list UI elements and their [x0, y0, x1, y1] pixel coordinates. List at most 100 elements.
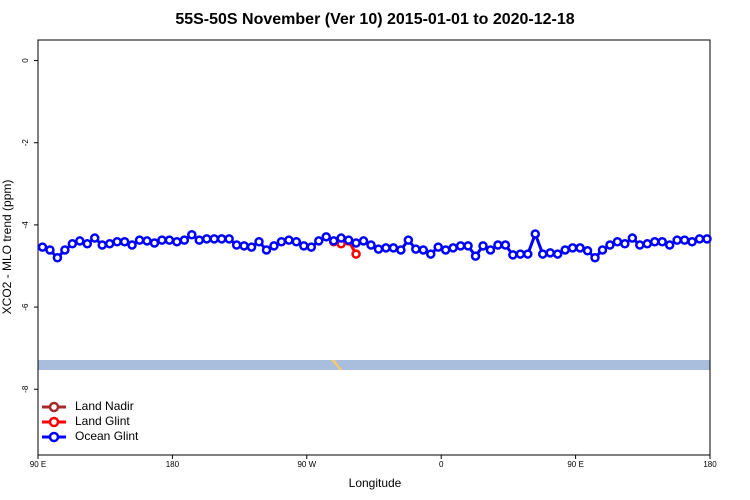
y-axis-label: XCO2 - MLO trend (ppm) [0, 180, 14, 315]
data-point [224, 234, 234, 244]
legend-label: Land Nadir [75, 399, 134, 413]
data-point [52, 253, 63, 263]
data-point [127, 240, 137, 250]
data-point [321, 232, 331, 242]
data-point [411, 244, 421, 254]
data-point [149, 238, 160, 248]
data-point [567, 243, 578, 253]
data-point [306, 242, 317, 252]
chart-title: 55S-50S November (Ver 10) 2015-01-01 to … [175, 11, 574, 28]
y-tick-label: -8 [21, 385, 30, 393]
data-point [201, 234, 212, 244]
data-point [425, 249, 436, 259]
data-point [97, 240, 107, 250]
data-point [187, 230, 197, 240]
data-point [702, 234, 712, 244]
data-point [119, 236, 130, 247]
data-point [89, 233, 100, 243]
data-point [231, 240, 242, 250]
x-tick-label: 180 [166, 460, 180, 469]
data-point [694, 234, 705, 244]
land-strip [331, 360, 342, 370]
data-point [157, 235, 167, 245]
data-point [664, 240, 675, 250]
data-point [313, 236, 324, 246]
data-point [284, 235, 294, 245]
data-point [523, 249, 533, 259]
data-point [104, 239, 115, 249]
x-tick-label: 90 E [30, 460, 46, 469]
y-tick-label: -2 [21, 139, 30, 147]
data-point [60, 245, 70, 255]
data-point [679, 235, 690, 245]
data-point [343, 235, 354, 245]
data-point [582, 246, 593, 256]
data-point [336, 233, 346, 243]
data-point [485, 245, 496, 255]
data-point [373, 244, 384, 254]
data-point [209, 234, 219, 244]
data-point [254, 236, 264, 247]
y-tick-label: -4 [21, 221, 30, 229]
data-point [500, 240, 511, 250]
x-tick-label: 0 [439, 460, 444, 469]
data-point [530, 229, 541, 239]
data-point [388, 243, 399, 253]
data-point [545, 248, 555, 258]
data-point [433, 242, 443, 252]
legend-marker [48, 431, 60, 443]
data-point [291, 236, 302, 247]
data-point [261, 245, 272, 255]
data-point [112, 236, 122, 247]
data-point [612, 236, 623, 247]
data-point [440, 245, 451, 255]
data-point [515, 249, 526, 259]
data-point [575, 243, 585, 253]
data-point [396, 245, 406, 255]
data-point [216, 234, 227, 244]
data-point [493, 240, 503, 250]
x-axis-label: Longitude [349, 476, 402, 490]
data-point [597, 245, 608, 255]
data-point [37, 242, 48, 252]
data-point [134, 235, 145, 245]
data-point [67, 239, 78, 249]
data-point [142, 236, 152, 246]
y-tick-label: 0 [21, 58, 30, 63]
data-point [635, 240, 645, 250]
data-point [552, 249, 563, 259]
data-point [239, 241, 249, 251]
data-point [45, 245, 55, 255]
data-point [448, 243, 458, 253]
data-point [455, 241, 466, 251]
x-tick-label: 90 W [297, 460, 316, 469]
data-point [403, 235, 414, 245]
map-strip [38, 360, 710, 370]
data-point [627, 233, 638, 243]
data-point [179, 235, 190, 245]
data-point [649, 236, 660, 247]
data-point [82, 239, 93, 249]
data-point [328, 236, 339, 246]
data-point [590, 253, 600, 263]
data-point [351, 249, 361, 259]
data-point [418, 245, 429, 255]
data-point [537, 249, 548, 259]
data-point [470, 251, 481, 261]
data-point [672, 235, 682, 245]
data-point [366, 240, 376, 250]
legend-label: Land Glint [75, 414, 130, 428]
data-point [560, 245, 570, 255]
x-tick-label: 90 E [567, 460, 583, 469]
data-point [605, 240, 615, 250]
data-point [351, 238, 361, 248]
data-point [381, 243, 391, 253]
data-point [75, 236, 85, 246]
data-point [172, 236, 182, 247]
data-point [164, 235, 175, 245]
legend-marker [48, 401, 60, 413]
data-point [269, 241, 279, 251]
legend-label: Ocean Glint [75, 429, 139, 443]
legend-marker [48, 416, 60, 428]
